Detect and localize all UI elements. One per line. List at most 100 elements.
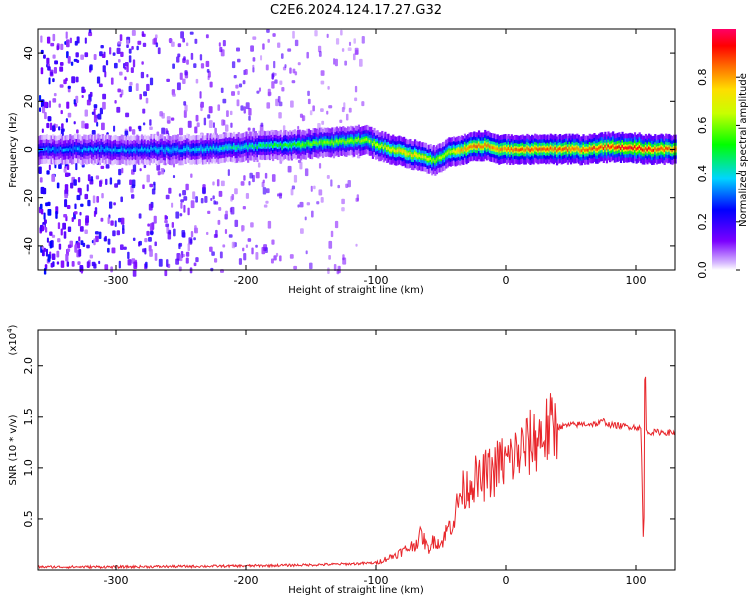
spectrogram-noise-cell: [179, 128, 183, 136]
spectrogram-noise-cell: [131, 67, 134, 73]
spectrogram-noise-cell: [248, 181, 250, 185]
spectrogram-noise-cell: [87, 184, 89, 191]
spectrogram-noise-cell: [55, 211, 57, 219]
spectrogram-noise-cell: [46, 170, 49, 174]
spectrogram-noise-cell: [117, 180, 120, 185]
spectrogram-noise-cell: [222, 244, 225, 247]
spectrogram-noise-cell: [85, 215, 89, 223]
y-tick-label: 2.0: [22, 357, 35, 375]
x-tick-label: -200: [234, 274, 259, 287]
spectrogram-noise-cell: [60, 84, 64, 87]
spectrogram-noise-cell: [230, 111, 233, 115]
spectrogram-noise-cell: [225, 229, 227, 234]
spectrogram-noise-cell: [59, 66, 63, 71]
spectrogram-noise-cell: [252, 67, 254, 73]
spectrogram-noise-cell: [307, 91, 310, 96]
spectrogram-noise-cell: [141, 72, 144, 78]
spectrogram-noise-cell: [290, 100, 294, 107]
spectrogram-noise-cell: [248, 127, 251, 130]
spectrogram-noise-cell: [177, 82, 181, 90]
spectrogram-noise-cell: [68, 245, 72, 249]
spectrogram-noise-cell: [61, 123, 64, 129]
spectrogram-noise-cell: [182, 38, 185, 43]
spectrogram-noise-cell: [68, 86, 71, 89]
spectrogram-noise-cell: [353, 38, 356, 43]
spectrogram-noise-cell: [318, 189, 322, 195]
spectrogram-noise-cell: [129, 86, 132, 92]
spectrogram-noise-cell: [76, 60, 79, 63]
spectrogram-noise-cell: [124, 67, 126, 70]
spectrogram-noise-cell: [219, 191, 223, 197]
spectrogram-noise-cell: [335, 221, 338, 228]
spectrogram-noise-cell: [243, 80, 246, 84]
spectrogram-noise-cell: [191, 53, 193, 60]
spectrogram-noise-cell: [178, 43, 181, 47]
spectrogram-noise-cell: [124, 76, 126, 80]
spectrogram-noise-cell: [243, 206, 246, 209]
spectrogram-noise-cell: [97, 76, 100, 83]
colorbar-tick-label: 0.4: [696, 165, 709, 183]
spectrogram-noise-cell: [64, 231, 67, 238]
spectrogram-noise-cell: [308, 99, 311, 104]
spectrogram-noise-cell: [49, 77, 51, 84]
spectrogram-noise-cell: [118, 59, 121, 63]
spectrogram-noise-cell: [47, 209, 51, 216]
spectrogram-panel: -300 -200 -100 0 100 -40-2002040 Height of s…: [8, 29, 677, 296]
spectrogram-noise-cell: [271, 73, 273, 79]
spectrogram-noise-cell: [119, 72, 123, 76]
spectrogram-noise-cell: [188, 121, 192, 128]
spectrogram-noise-cell: [85, 110, 88, 117]
spectrogram-noise-cell: [337, 185, 340, 188]
spectrogram-noise-cell: [252, 36, 256, 40]
spectrogram-noise-cell: [142, 109, 145, 114]
spectrogram-noise-cell: [56, 251, 59, 258]
spectrogram-noise-cell: [297, 126, 299, 129]
spectrogram-noise-cell: [243, 253, 246, 260]
spectrogram-noise-cell: [277, 42, 280, 47]
spectrogram-noise-cell: [261, 123, 264, 127]
spectrogram-noise-cell: [267, 39, 269, 43]
spectrogram-noise-cell: [235, 85, 238, 89]
spectrogram-noise-cell: [118, 169, 121, 175]
spectrogram-noise-cell: [182, 190, 186, 195]
spectrogram-noise-cell: [104, 264, 108, 270]
spectrogram-noise-cell: [96, 175, 99, 179]
spectrogram-noise-cell: [115, 220, 117, 227]
spectrogram-noise-cell: [43, 55, 46, 59]
spectrogram-noise-cell: [158, 171, 161, 175]
spectrogram-noise-cell: [195, 257, 198, 262]
spectrogram-noise-cell: [57, 238, 60, 242]
spectrogram-noise-cell: [209, 247, 213, 252]
spectrogram-noise-cell: [65, 254, 68, 262]
spectrogram-noise-cell: [326, 111, 328, 115]
spectrogram-noise-cell: [149, 204, 153, 211]
colorbar-tick-label: 0.0: [696, 261, 709, 279]
spectrogram-noise-cell: [246, 193, 249, 199]
spectrogram-noise-cell: [126, 65, 128, 72]
spectrogram-noise-cell: [341, 207, 345, 211]
spectrogram-noise-cell: [161, 128, 165, 135]
spectrogram-noise-cell: [58, 126, 60, 130]
spectrogram-noise-cell: [200, 91, 202, 99]
spectrogram-noise-cell: [354, 98, 357, 102]
spectrogram-noise-cell: [144, 248, 146, 255]
spectrogram-noise-cell: [57, 45, 59, 50]
spectrogram-noise-cell: [59, 244, 61, 250]
spectrogram-noise-cell: [232, 242, 236, 248]
spectrogram-noise-cell: [50, 72, 53, 76]
spectrogram-noise-cell: [105, 179, 107, 185]
spectrogram-noise-cell: [232, 61, 235, 68]
spectrogram-noise-cell: [68, 226, 71, 232]
spectrogram-noise-cell: [292, 31, 295, 39]
spectrogram-noise-cell: [41, 67, 44, 74]
spectrogram-noise-cell: [302, 115, 304, 121]
spectrogram-noise-cell: [72, 261, 75, 267]
spectrogram-noise-cell: [95, 231, 99, 234]
spectrogram-noise-cell: [47, 237, 49, 242]
spectrogram-noise-cell: [129, 180, 132, 186]
spectrogram-noise-cell: [74, 204, 76, 210]
spectrogram-noise-cell: [210, 82, 213, 88]
spectrogram-noise-cell: [87, 100, 91, 106]
spectrogram-noise-cell: [52, 78, 54, 82]
spectrogram-noise-cell: [51, 263, 54, 268]
